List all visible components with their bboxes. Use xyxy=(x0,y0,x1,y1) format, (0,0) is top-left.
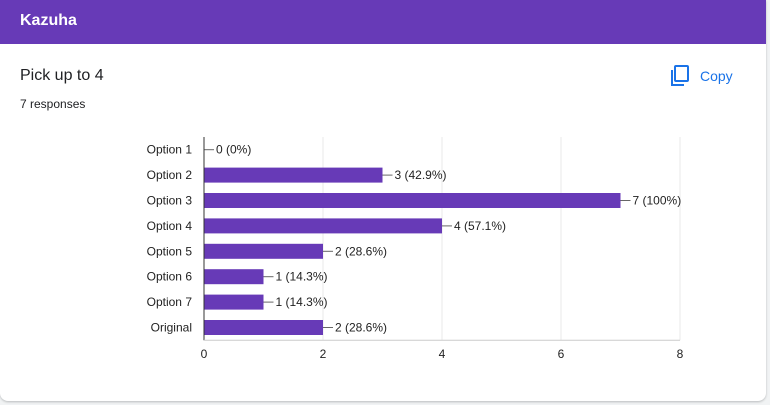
category-label: Option 2 xyxy=(147,168,193,182)
category-label: Option 3 xyxy=(147,194,193,208)
bar xyxy=(204,243,323,259)
copy-icon xyxy=(671,65,689,86)
data-label: 4 (57.1%) xyxy=(454,219,506,233)
x-tick-label: 6 xyxy=(558,347,565,361)
category-label: Option 1 xyxy=(147,143,193,157)
data-label: 2 (28.6%) xyxy=(335,244,387,258)
question-title: Pick up to 4 xyxy=(20,67,104,84)
copy-button-label: Copy xyxy=(700,68,733,84)
bar xyxy=(204,269,264,285)
bar xyxy=(204,218,442,234)
form-header: Kazuha xyxy=(0,0,766,44)
form-title: Kazuha xyxy=(20,12,77,29)
category-label: Option 4 xyxy=(147,219,193,233)
category-label: Original xyxy=(151,321,192,335)
x-tick-label: 8 xyxy=(677,347,684,361)
x-tick-label: 2 xyxy=(320,347,327,361)
category-label: Option 5 xyxy=(147,244,193,258)
bar xyxy=(204,167,383,183)
data-label: 1 (14.3%) xyxy=(276,270,328,284)
x-tick-label: 0 xyxy=(201,347,208,361)
bar xyxy=(204,294,264,310)
response-count: 7 responses xyxy=(20,97,86,111)
data-label: 7 (100%) xyxy=(633,194,682,208)
data-label: 0 (0%) xyxy=(216,143,251,157)
category-label: Option 7 xyxy=(147,295,193,309)
x-tick-label: 4 xyxy=(439,347,446,361)
copy-chart-button[interactable]: Copy xyxy=(664,60,750,92)
bar xyxy=(204,320,323,335)
bar xyxy=(204,193,621,208)
bar-chart: Option 1 0 (0%) Option 2 3 (42.9%) Option 3 7… xyxy=(147,137,684,361)
data-label: 2 (28.6%) xyxy=(335,321,387,335)
category-label: Option 6 xyxy=(147,270,193,284)
data-label: 1 (14.3%) xyxy=(276,295,328,309)
data-label: 3 (42.9%) xyxy=(395,168,447,182)
